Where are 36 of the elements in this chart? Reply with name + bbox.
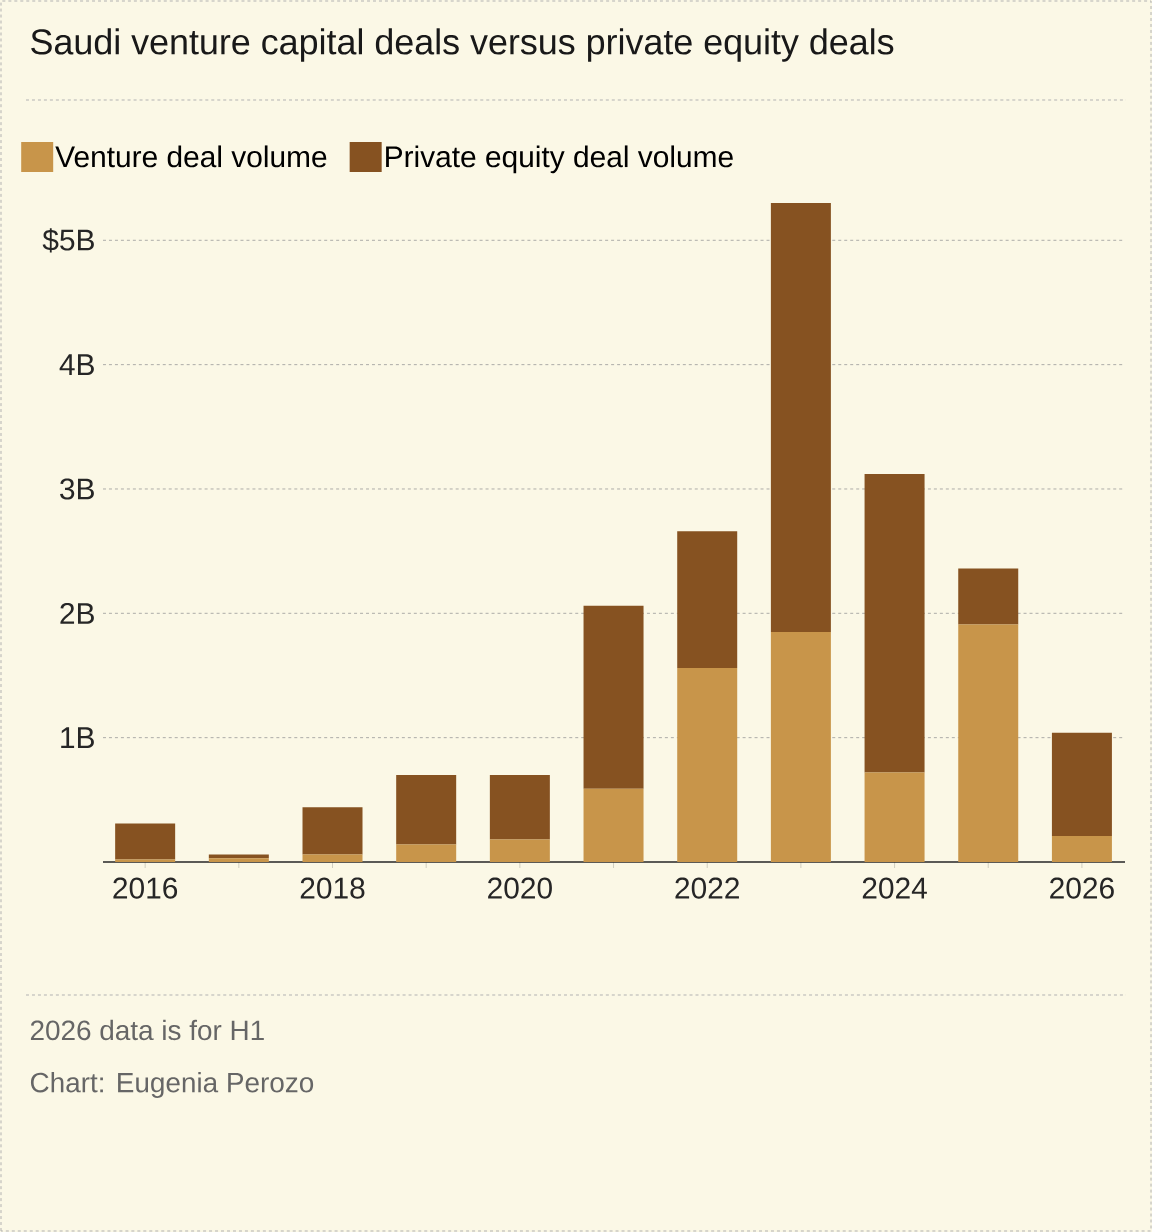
bar <box>396 774 457 845</box>
x-tick-label: 2018 <box>300 877 365 899</box>
bar <box>396 844 457 862</box>
bar <box>583 788 644 862</box>
y-tick-label: 1B <box>61 727 94 748</box>
bar <box>489 839 550 862</box>
bar <box>770 202 831 632</box>
bar <box>958 568 1019 625</box>
x-tick-label: 2022 <box>675 877 739 899</box>
y-tick-label: 3B <box>60 478 94 500</box>
bar <box>583 605 644 789</box>
bar <box>864 772 925 862</box>
bar <box>864 474 925 773</box>
text: Chart: Eugenia Perozo <box>30 1072 314 1098</box>
bar <box>770 631 831 862</box>
legend-label: Private equity deal volume <box>386 145 733 174</box>
bar <box>958 624 1019 862</box>
bar <box>489 774 550 840</box>
bar <box>1051 732 1112 836</box>
text: 2026 data is for H1 <box>30 1019 264 1041</box>
legend-label: Venture deal volume <box>55 145 327 168</box>
bar <box>115 823 176 860</box>
bar <box>302 854 363 862</box>
bar <box>677 668 738 862</box>
bar <box>677 531 738 669</box>
x-tick-label: 2026 <box>1050 877 1114 899</box>
bar <box>302 807 363 855</box>
bar <box>1051 835 1112 862</box>
x-tick-label: 2016 <box>113 877 178 899</box>
y-tick-label: 4B <box>59 354 94 375</box>
bar <box>208 858 269 862</box>
chart-title: Saudi venture capital deals versus private equity deals <box>31 28 894 62</box>
x-tick-label: 2024 <box>862 877 927 899</box>
x-tick-label: 2020 <box>488 877 552 899</box>
y-tick-label: $5B <box>42 228 94 253</box>
y-tick-label: 2B <box>60 602 94 624</box>
